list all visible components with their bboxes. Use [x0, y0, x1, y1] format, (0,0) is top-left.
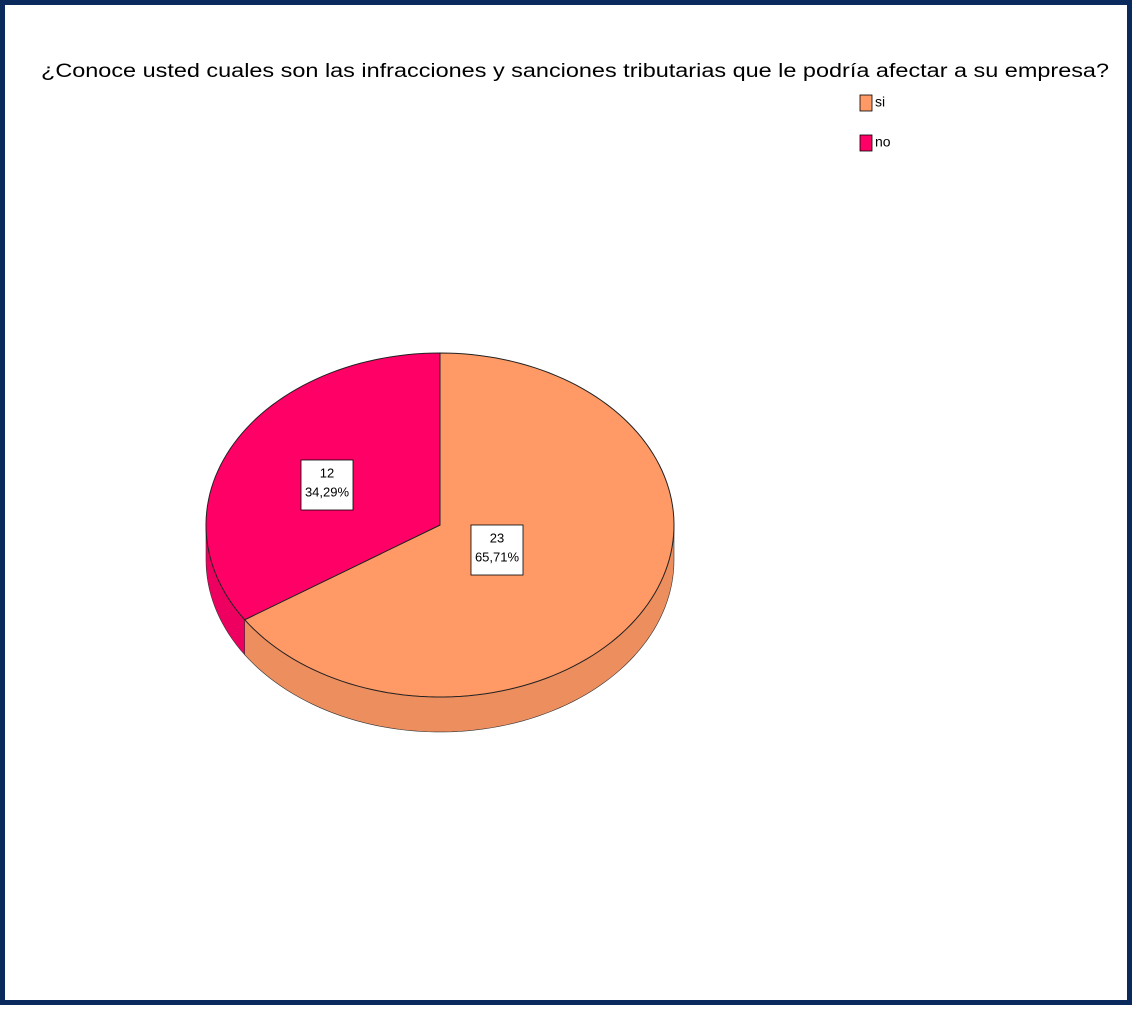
slice — [243, 352, 675, 698]
data-label-count: 23 — [490, 530, 504, 545]
data-label-box — [300, 459, 354, 511]
data-label-count: 12 — [320, 465, 334, 480]
legend-label: si — [875, 94, 885, 110]
data-label-percent: 65,71% — [475, 549, 520, 564]
data-label-percent: 34,29% — [305, 484, 350, 499]
data-label-box — [470, 524, 524, 576]
legend-swatch — [859, 94, 873, 112]
legend-label: no — [875, 134, 891, 150]
legend-swatch — [859, 134, 873, 152]
chart-title: ¿Conoce usted cuales son las infraccione… — [41, 61, 1109, 82]
